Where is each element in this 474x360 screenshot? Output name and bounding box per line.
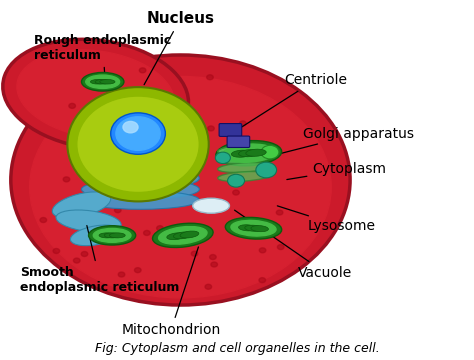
Text: Vacuole: Vacuole [235,210,353,280]
Ellipse shape [238,150,259,157]
Circle shape [211,262,218,267]
Ellipse shape [218,154,270,163]
FancyBboxPatch shape [219,123,242,136]
Ellipse shape [173,232,192,239]
Text: Cytoplasm: Cytoplasm [287,162,386,180]
Ellipse shape [30,76,331,298]
Circle shape [73,258,80,263]
Ellipse shape [159,226,207,244]
Text: Nucleus: Nucleus [144,12,214,85]
Text: Fig: Cytoplasm and cell organelles in the cell.: Fig: Cytoplasm and cell organelles in th… [95,342,379,355]
Ellipse shape [238,225,256,231]
Circle shape [40,217,46,222]
Ellipse shape [180,231,199,238]
Circle shape [69,103,75,108]
Ellipse shape [82,179,199,199]
Circle shape [156,226,163,231]
Ellipse shape [245,225,262,231]
Text: Mitochondrion: Mitochondrion [121,247,221,337]
Ellipse shape [52,192,111,218]
Circle shape [256,162,277,178]
Circle shape [111,166,118,171]
Circle shape [277,244,284,249]
Circle shape [81,252,88,256]
Ellipse shape [89,226,136,245]
Circle shape [259,248,266,253]
Text: Rough endoplasmic
reticulum: Rough endoplasmic reticulum [35,34,172,77]
Circle shape [87,172,93,177]
Ellipse shape [218,163,270,172]
Ellipse shape [222,144,275,162]
Ellipse shape [82,191,199,209]
Circle shape [210,255,216,260]
Circle shape [123,121,138,133]
Ellipse shape [71,225,121,246]
Circle shape [228,174,245,187]
Circle shape [63,177,70,182]
Ellipse shape [100,80,115,84]
Circle shape [233,190,239,195]
Ellipse shape [218,145,270,154]
Circle shape [215,152,230,163]
Ellipse shape [82,167,199,189]
Circle shape [191,251,198,256]
Text: Smooth
endoplasmic reticulum: Smooth endoplasmic reticulum [20,226,180,294]
Text: Golgi apparatus: Golgi apparatus [277,127,414,154]
Ellipse shape [86,75,119,89]
Ellipse shape [225,217,282,239]
Circle shape [259,278,265,283]
Circle shape [276,210,283,215]
Ellipse shape [3,39,189,149]
Circle shape [207,75,213,80]
Circle shape [247,152,254,157]
Circle shape [208,126,214,131]
Circle shape [135,267,141,273]
Circle shape [261,145,279,159]
Circle shape [104,137,111,142]
Circle shape [118,170,125,175]
Ellipse shape [246,149,266,156]
Circle shape [144,230,150,235]
Ellipse shape [93,229,131,242]
Text: Lysosome: Lysosome [277,206,376,233]
Ellipse shape [99,233,115,238]
Ellipse shape [218,171,270,181]
Ellipse shape [251,226,268,232]
Circle shape [53,248,60,253]
Ellipse shape [17,50,174,139]
Circle shape [120,171,127,176]
Ellipse shape [193,198,229,213]
Ellipse shape [216,140,282,166]
Ellipse shape [77,96,199,193]
Ellipse shape [109,233,125,238]
Circle shape [118,272,125,277]
Ellipse shape [167,233,185,240]
Ellipse shape [231,150,252,157]
Ellipse shape [91,80,106,84]
Circle shape [139,68,146,73]
Ellipse shape [153,223,213,247]
Ellipse shape [104,233,120,238]
Ellipse shape [56,210,121,232]
Circle shape [164,107,171,112]
Ellipse shape [11,55,350,305]
Ellipse shape [231,220,276,236]
Circle shape [114,208,121,213]
Ellipse shape [95,80,110,84]
Ellipse shape [82,72,124,91]
Circle shape [239,121,246,126]
Circle shape [116,117,160,150]
Circle shape [205,284,211,289]
Circle shape [111,113,165,154]
FancyBboxPatch shape [227,136,250,148]
Text: Centriole: Centriole [239,73,347,129]
Ellipse shape [67,87,209,202]
